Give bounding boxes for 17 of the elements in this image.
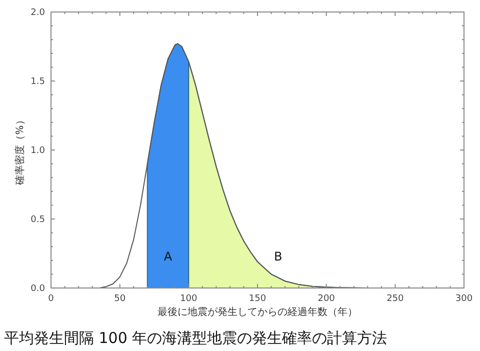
y-tick-label: 1.0 bbox=[30, 146, 46, 156]
x-tick-label: 200 bbox=[318, 294, 336, 304]
x-tick-label: 0 bbox=[48, 294, 54, 304]
series-label: B bbox=[274, 249, 282, 264]
y-tick-label: 2.0 bbox=[30, 8, 46, 18]
x-tick-label: 150 bbox=[248, 294, 266, 304]
x-tick-label: 100 bbox=[180, 294, 198, 304]
x-axis-title: 最後に地震が発生してからの経過年数（年） bbox=[158, 306, 358, 318]
text: 平均発生間隔 100 年の海溝型地震の発生確率の計算方法 bbox=[4, 329, 388, 347]
y-tick-label: 1.5 bbox=[30, 77, 45, 87]
x-tick-label: 50 bbox=[114, 294, 126, 304]
x-tick-label: 300 bbox=[455, 294, 473, 304]
series-label: A bbox=[164, 249, 173, 264]
y-tick-label: 0.0 bbox=[30, 284, 46, 294]
y-tick-label: 0.5 bbox=[30, 215, 45, 225]
y-axis-title: 確率密度（%） bbox=[14, 115, 26, 186]
x-tick-label: 250 bbox=[386, 294, 404, 304]
